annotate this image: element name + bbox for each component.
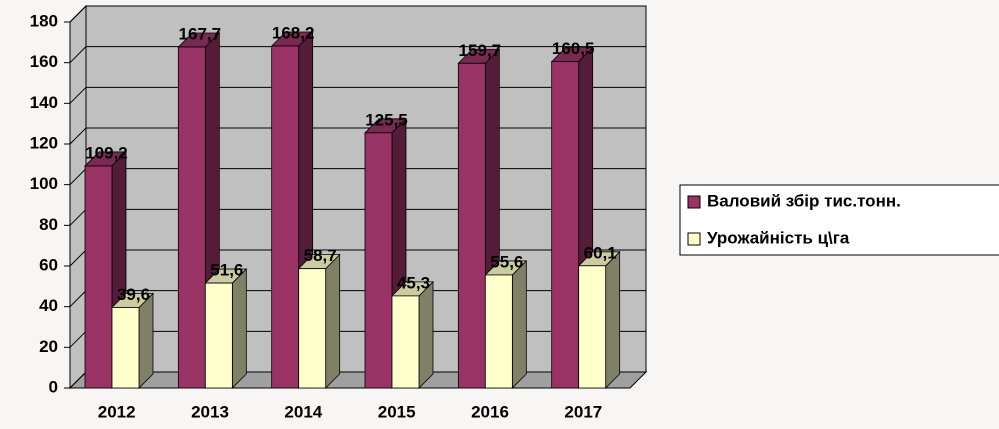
- y-tick-label: 60: [39, 255, 58, 274]
- x-tick-label: 2014: [284, 402, 322, 421]
- value-label: 168,2: [272, 23, 315, 42]
- value-label: 60,1: [584, 243, 617, 262]
- legend-label: Валовий збір тис.тонн.: [707, 191, 901, 210]
- value-label: 167,7: [179, 24, 222, 43]
- bar-side: [512, 261, 526, 388]
- bar-side: [232, 269, 246, 388]
- x-tick-label: 2017: [564, 402, 602, 421]
- y-tick-label: 180: [30, 11, 58, 30]
- value-label: 39,6: [117, 285, 150, 304]
- y-tick-label: 100: [30, 174, 58, 193]
- x-tick-label: 2016: [471, 402, 509, 421]
- bar: [299, 269, 326, 388]
- bar: [458, 63, 485, 388]
- bar: [485, 275, 512, 388]
- legend-swatch: [688, 233, 700, 245]
- y-tick-label: 40: [39, 296, 58, 315]
- value-label: 58,7: [304, 246, 337, 265]
- bar-side: [326, 255, 340, 388]
- value-label: 160,5: [552, 39, 595, 58]
- y-tick-label: 140: [30, 93, 58, 112]
- y-tick-label: 160: [30, 52, 58, 71]
- x-tick-label: 2013: [191, 402, 229, 421]
- value-label: 51,6: [210, 261, 243, 280]
- bar: [552, 62, 579, 388]
- bar: [579, 266, 606, 388]
- bar: [205, 283, 232, 388]
- bar: [365, 133, 392, 388]
- bar-side: [419, 282, 433, 388]
- x-tick-label: 2012: [98, 402, 136, 421]
- legend-swatch: [688, 196, 700, 208]
- bar: [112, 307, 139, 388]
- bar-side: [606, 252, 620, 388]
- legend-label: Урожайність ц\га: [707, 228, 850, 247]
- value-label: 159,7: [459, 41, 502, 60]
- y-tick-label: 80: [39, 215, 58, 234]
- y-tick-label: 0: [49, 377, 58, 396]
- bar: [272, 46, 299, 388]
- value-label: 109,2: [85, 143, 128, 162]
- side-wall: [70, 6, 86, 388]
- bar: [392, 296, 419, 388]
- value-label: 55,6: [490, 252, 523, 271]
- chart: 0 20 40 60 80 100 120 140 160 180 109,2 39,6 2012 167…: [0, 0, 999, 429]
- bar-side: [139, 293, 153, 388]
- x-tick-label: 2015: [378, 402, 416, 421]
- y-tick-label: 120: [30, 133, 58, 152]
- value-label: 125,5: [365, 110, 408, 129]
- bar: [85, 166, 112, 388]
- bar: [178, 47, 205, 388]
- y-tick-label: 20: [39, 337, 58, 356]
- value-label: 45,3: [397, 273, 430, 292]
